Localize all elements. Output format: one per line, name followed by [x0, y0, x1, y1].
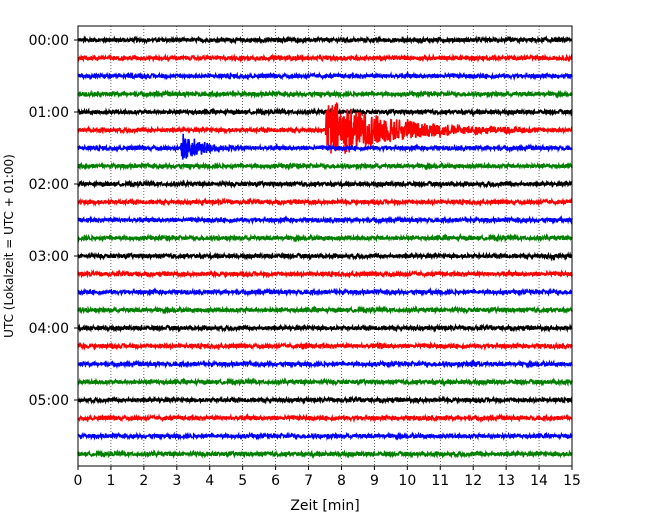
trace-line — [77, 340, 573, 352]
trace-line — [77, 395, 573, 405]
trace-line — [77, 102, 573, 154]
grid-lines — [110, 26, 540, 466]
trace-line — [77, 133, 573, 160]
x-tick-label: 11 — [431, 473, 449, 489]
x-tick-label: 4 — [205, 473, 214, 489]
x-tick-label: 5 — [238, 473, 247, 489]
y-tick-label: 04:00 — [29, 321, 69, 337]
y-axis-label: UTC (Lokalzeit = UTC + 01:00) — [2, 154, 16, 338]
x-tick-label: 15 — [563, 473, 581, 489]
trace-line — [77, 89, 573, 100]
trace-line — [77, 214, 573, 226]
x-tick-label: 14 — [530, 473, 548, 489]
x-tick-label: 7 — [304, 473, 313, 489]
trace-line — [77, 161, 573, 171]
x-tick-label: 13 — [497, 473, 515, 489]
x-axis-label: Zeit [min] — [290, 498, 359, 514]
trace-line — [77, 286, 573, 298]
y-tick-label: 05:00 — [29, 393, 69, 409]
trace-line — [77, 269, 573, 279]
x-tick-label: 12 — [464, 473, 482, 489]
trace-line — [77, 178, 573, 189]
y-tick-label: 00:00 — [29, 33, 69, 49]
x-tick-label: 10 — [398, 473, 416, 489]
trace-line — [77, 34, 573, 45]
trace-line — [77, 358, 573, 370]
x-axis-ticks: 0 1 2 3 4 5 6 7 8 9 10 11 12 13 14 15 — [74, 466, 581, 489]
x-tick-label: 9 — [370, 473, 379, 489]
y-tick-label: 01:00 — [29, 105, 69, 121]
plot-frame — [77, 25, 573, 467]
x-tick-label: 2 — [139, 473, 148, 489]
trace-line — [77, 197, 573, 207]
trace-line — [77, 53, 573, 64]
y-tick-label: 03:00 — [29, 249, 69, 265]
x-tick-label: 3 — [172, 473, 181, 489]
trace-line — [77, 413, 573, 424]
trace-line — [77, 71, 573, 82]
trace-line — [77, 448, 573, 460]
y-axis-ticks: 00:00 01:00 02:00 03:00 04:00 05:00 — [29, 33, 78, 409]
x-tick-label: 0 — [74, 473, 83, 489]
x-tick-label: 6 — [271, 473, 280, 489]
trace-line — [77, 232, 573, 243]
trace-line — [77, 106, 573, 118]
x-tick-label: 1 — [106, 473, 115, 489]
trace-line — [77, 323, 573, 333]
trace-line — [77, 431, 573, 441]
trace-line — [77, 376, 573, 388]
x-tick-label: 8 — [337, 473, 346, 489]
seismic-traces — [77, 34, 573, 460]
trace-line — [77, 251, 573, 262]
trace-line — [77, 304, 573, 315]
y-tick-label: 02:00 — [29, 177, 69, 193]
